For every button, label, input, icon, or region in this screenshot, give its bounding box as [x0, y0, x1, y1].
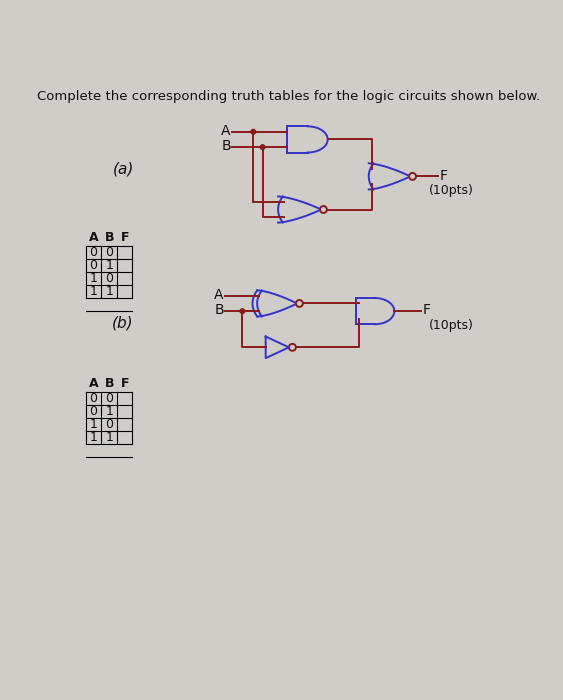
Text: B: B: [214, 303, 224, 317]
Text: 1: 1: [90, 431, 97, 444]
Text: 0: 0: [105, 246, 113, 259]
Circle shape: [240, 309, 245, 314]
Text: A: A: [89, 377, 99, 391]
Text: 1: 1: [105, 405, 113, 418]
Text: A: A: [221, 124, 231, 138]
Text: 1: 1: [105, 285, 113, 298]
Circle shape: [251, 130, 256, 134]
Circle shape: [260, 145, 265, 149]
Text: 1: 1: [90, 285, 97, 298]
Text: A: A: [215, 288, 224, 302]
Text: 0: 0: [90, 259, 97, 272]
Text: 0: 0: [105, 418, 113, 431]
Text: F: F: [120, 231, 129, 244]
Text: F: F: [120, 377, 129, 391]
Text: (b): (b): [112, 315, 134, 330]
Text: 1: 1: [105, 259, 113, 272]
Text: B: B: [104, 377, 114, 391]
Text: F: F: [439, 169, 447, 183]
Text: B: B: [104, 231, 114, 244]
Text: 1: 1: [90, 418, 97, 431]
Text: B: B: [221, 139, 231, 153]
Text: (a): (a): [113, 161, 134, 176]
Text: 0: 0: [105, 272, 113, 285]
Text: 1: 1: [105, 431, 113, 444]
Text: F: F: [423, 303, 431, 317]
Text: 1: 1: [90, 272, 97, 285]
Text: 0: 0: [90, 405, 97, 418]
Text: 0: 0: [105, 392, 113, 405]
Text: (10pts): (10pts): [428, 318, 473, 332]
Text: 0: 0: [90, 246, 97, 259]
Text: 0: 0: [90, 392, 97, 405]
Text: Complete the corresponding truth tables for the logic circuits shown below.: Complete the corresponding truth tables …: [37, 90, 540, 103]
Text: (10pts): (10pts): [428, 184, 473, 197]
Text: A: A: [89, 231, 99, 244]
